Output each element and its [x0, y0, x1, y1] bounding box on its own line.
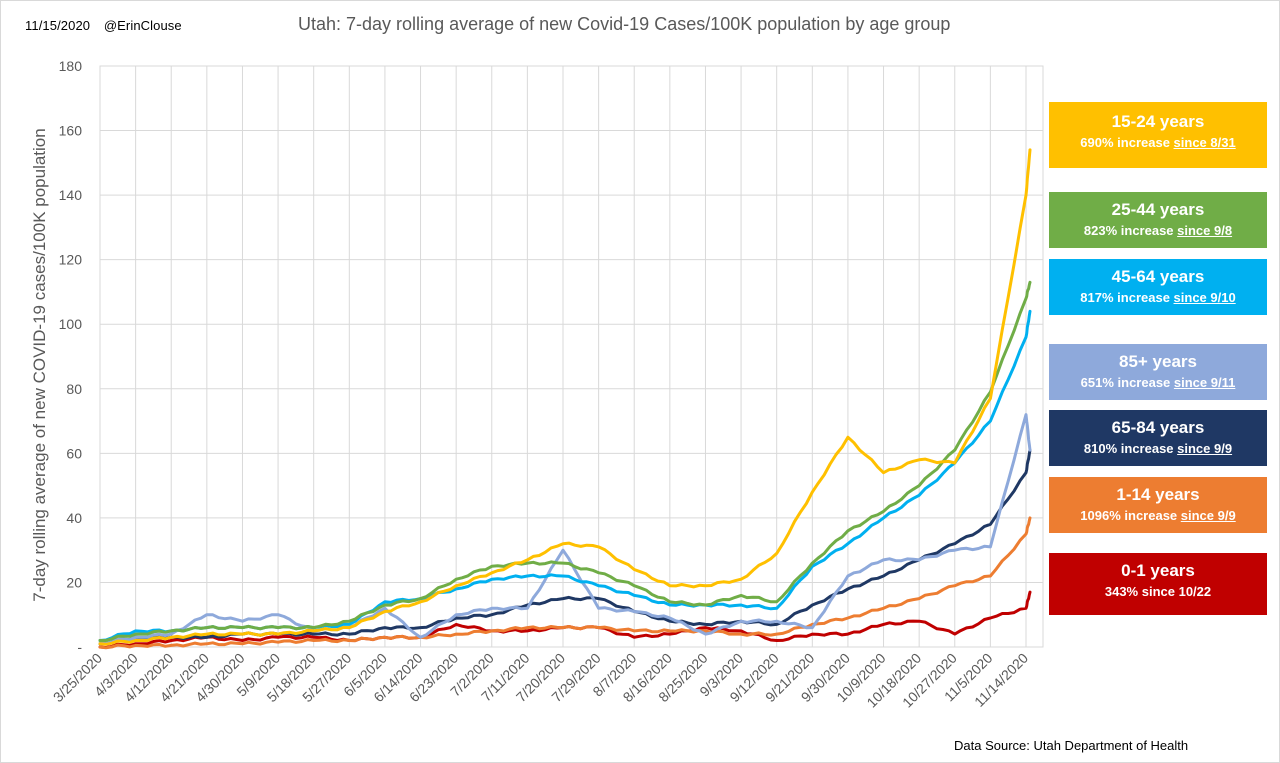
- series-line-15-24-years: [98, 148, 1032, 646]
- legend-item-note: 690% increase since 8/31: [1049, 135, 1267, 150]
- legend-item-pct: 810% increase: [1083, 441, 1178, 456]
- legend-item-since: since 8/31: [1173, 135, 1236, 150]
- legend-item-name: 15-24 years: [1111, 112, 1205, 131]
- legend-item-name: 0-1 years: [1121, 561, 1195, 580]
- legend-item-pct: 1096% increase: [1080, 508, 1181, 523]
- legend-item-pct: 690% increase: [1080, 135, 1174, 150]
- legend-item-since: since 9/9: [1177, 441, 1233, 456]
- legend-item-pct: 343%: [1104, 584, 1142, 599]
- legend-item-note: 1096% increase since 9/9: [1049, 508, 1267, 523]
- legend-item-since: since 9/8: [1177, 223, 1233, 238]
- y-tick-label: 160: [59, 123, 83, 139]
- series-line-25-44-years: [98, 280, 1032, 642]
- legend-item-since: since 9/11: [1173, 375, 1236, 390]
- y-axis-ticks: - 20 40 60 80 100 120 140 160 180: [59, 58, 83, 655]
- chart-date: 11/15/2020: [25, 18, 91, 33]
- legend-item-since: since 9/9: [1180, 508, 1236, 523]
- series-lines: [98, 148, 1032, 650]
- y-tick-label: 100: [59, 316, 83, 332]
- y-tick-label: 40: [66, 510, 82, 526]
- legend-item: 85+ years 651% increase since 9/11: [1049, 344, 1267, 400]
- legend-item-pct: 817% increase: [1080, 290, 1174, 305]
- chart-author: @ErinClouse: [103, 18, 182, 33]
- series-line-1-14-years: [98, 516, 1032, 650]
- legend-item-name: 65-84 years: [1111, 418, 1205, 437]
- chart-meta: 11/15/2020 @ErinClouse: [25, 18, 182, 33]
- x-tick-label: 3/25/2020: [50, 650, 106, 706]
- y-tick-label: 60: [66, 445, 82, 461]
- legend-item-note: 651% increase since 9/11: [1049, 375, 1267, 390]
- series-line-85-years: [98, 413, 1032, 646]
- y-tick-label: 180: [59, 58, 83, 74]
- legend-item: 65-84 years 810% increase since 9/9: [1049, 410, 1267, 466]
- legend-item-note: 817% increase since 9/10: [1049, 290, 1267, 305]
- series-line-45-64-years: [98, 309, 1032, 642]
- legend-item: 0-1 years 343% since 10/22: [1049, 553, 1267, 615]
- legend-item-note: 343% since 10/22: [1049, 584, 1267, 599]
- y-tick-label: 80: [66, 381, 82, 397]
- y-tick-label: -: [77, 639, 82, 655]
- legend-item-name: 25-44 years: [1111, 200, 1205, 219]
- data-source: Data Source: Utah Department of Health: [954, 738, 1189, 753]
- legend-item-note: 823% increase since 9/8: [1049, 223, 1267, 238]
- legend-item-since: since 10/22: [1141, 584, 1212, 599]
- legend-item-note: 810% increase since 9/9: [1049, 441, 1267, 456]
- legend-item-pct: 823% increase: [1083, 223, 1178, 238]
- legend-item: 45-64 years 817% increase since 9/10: [1049, 259, 1267, 315]
- y-tick-label: 20: [66, 574, 82, 590]
- legend-item: 25-44 years 823% increase since 9/8: [1049, 192, 1267, 248]
- y-tick-label: 120: [59, 252, 83, 268]
- series-line-65-84-years: [98, 448, 1032, 646]
- legend-item-name: 45-64 years: [1111, 267, 1205, 286]
- legend-item-since: since 9/10: [1173, 290, 1236, 305]
- x-axis-ticks: 3/25/20204/3/20204/12/20204/21/20204/30/…: [50, 650, 1032, 711]
- legend-item: 1-14 years 1096% increase since 9/9: [1049, 477, 1267, 533]
- legend-item-name: 85+ years: [1119, 352, 1197, 371]
- legend-item-pct: 651% increase: [1080, 375, 1174, 390]
- chart-title: Utah: 7-day rolling average of new Covid…: [298, 14, 951, 34]
- y-tick-label: 140: [59, 187, 83, 203]
- legend-item-name: 1-14 years: [1116, 485, 1200, 504]
- legend-item: 15-24 years 690% increase since 8/31: [1049, 102, 1267, 168]
